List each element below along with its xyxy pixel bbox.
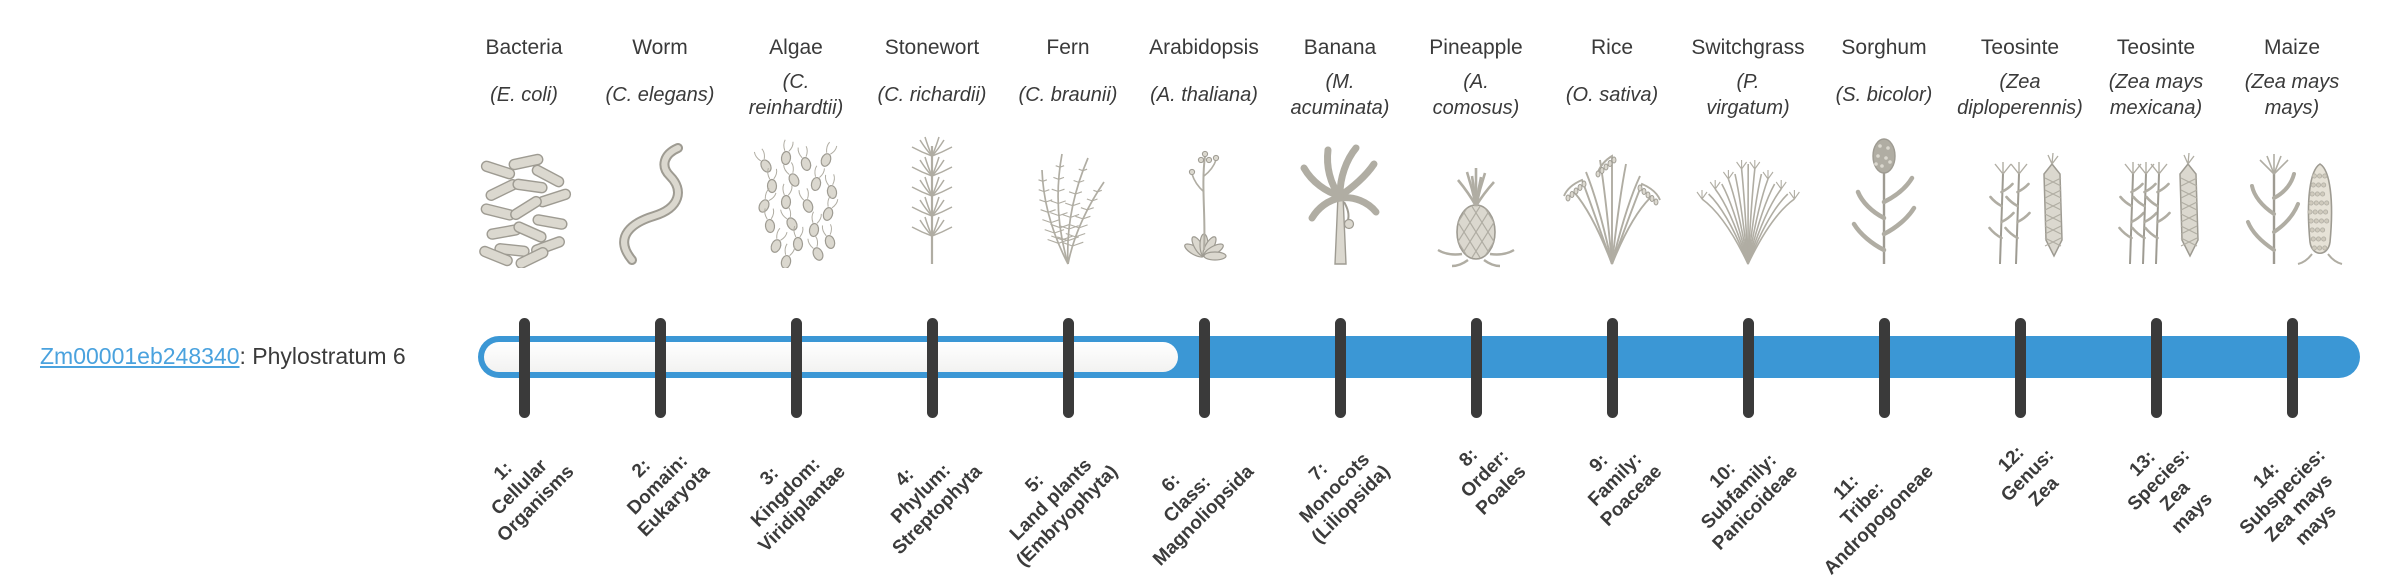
organism-scientific-name: (A. thaliana) [1150,84,1258,106]
organism-scientific-name: (O. sativa) [1565,84,1659,106]
phylostratum-tick [1606,318,1618,418]
phylostratum-label: 10: Subfamily: Panicoideae [1697,449,1803,555]
organism-scientific-name: (Zea diploperennis) [1957,71,2083,119]
bacteria-image [449,128,599,268]
organism-common-name: Bacteria [485,36,563,59]
phylostratum-tick [2286,318,2298,418]
sorghum-image [1809,128,1959,268]
phylostratum-label: 8: Order: Poales [1455,444,1531,520]
phylostratum-tick [1878,318,1890,418]
gene-phylostratum-text: : Phylostratum 6 [239,343,406,369]
phylostratum-tick [654,318,666,418]
organism-scientific-name: (A. comosus) [1432,71,1520,119]
organism-common-name: Rice [1590,36,1633,59]
phylostratum-label: 6: Class: Magnoliopsida [1149,461,1259,571]
organism-scientific-name: (C. elegans) [605,84,715,106]
phylostratum-tick [1470,318,1482,418]
organism-common-name: Arabidopsis [1149,36,1259,59]
fern-image [993,128,1143,268]
organism-scientific-name: (C. richardii) [877,84,987,106]
phylostratum-label: 11: Tribe: Andropogoneae [1820,461,1939,580]
stonewort-image [857,128,1007,268]
phylostratum-tick [2014,318,2026,418]
phylostratum-label: 7: Monocots (Liliopsida) [1295,449,1395,548]
phylostratum-tick [1334,318,1346,418]
worm-image [585,128,735,268]
phylostratum-label: 4: Phylum: Streptophyta [887,460,987,560]
phylostratum-tick [1742,318,1754,418]
organism-common-name: Maize [2263,36,2321,59]
switchgrass-image [1673,128,1823,268]
phylostratum-tick [926,318,938,418]
organism-scientific-name: (S. bicolor) [1835,84,1933,106]
arabidopsis-image [1129,128,1279,268]
organism-common-name: Pineapple [1429,36,1523,59]
timeline-bar-empty-segment [484,342,1178,372]
organism-common-name: Algae [769,36,823,59]
maize-image [2217,128,2367,268]
organism-scientific-name: (Zea mays mays) [2244,71,2340,119]
organism-common-name: Switchgrass [1691,36,1805,59]
organism-scientific-name: (Zea mays mexicana) [2108,71,2204,119]
phylostratum-tick [2150,318,2162,418]
organism-scientific-name: (C. braunii) [1018,84,1118,106]
organism-scientific-name: (C. reinhardtii) [748,71,844,119]
phylostratum-label: 12: Genus: Zea [1993,442,2063,512]
phylostratum-label: 13: Species: Zea mays [2123,445,2217,538]
teosinte-mexicana-image [2081,128,2231,268]
organism-common-name: Worm [632,36,688,59]
banana-image [1265,128,1415,268]
algae-image [721,128,871,268]
pineapple-image [1401,128,1551,268]
teosinte-diploperennis-image [1945,128,2095,268]
phylostratum-tick [1198,318,1210,418]
organism-scientific-name: (P. virgatum) [1706,71,1790,119]
phylostratum-label: 1: Cellular Organisms [487,455,579,547]
organism-common-name: Banana [1303,36,1377,59]
phylostratum-label: 14: Subspecies: Zea mays mays [2235,445,2341,550]
organism-common-name: Teosinte [1980,36,2060,59]
organism-common-name: Teosinte [2116,36,2196,59]
phylostratum-label: 5: Land plants (Embryophyta) [1005,454,1123,572]
gene-link[interactable]: Zm00001eb248340 [40,343,240,369]
gene-label: Zm00001eb248340: Phylostratum 6 [40,343,406,370]
phylostratum-tick [518,318,530,418]
timeline-bar [478,336,2360,378]
organism-common-name: Stonewort [884,36,980,59]
phylostratum-label: 3: Kingdom: Viridiplantae [747,453,851,557]
organism-scientific-name: (E. coli) [490,84,558,106]
organism-scientific-name: (M. acuminata) [1290,71,1390,119]
phylostratum-label: 2: Domain: Eukaryota [623,450,715,542]
organism-common-name: Sorghum [1841,36,1927,59]
phylostratum-label: 9: Family: Poaceae [1584,448,1667,531]
phylostratum-tick [790,318,802,418]
rice-image [1537,128,1687,268]
organism-common-name: Fern [1046,36,1090,59]
phylostratum-tick [1062,318,1074,418]
